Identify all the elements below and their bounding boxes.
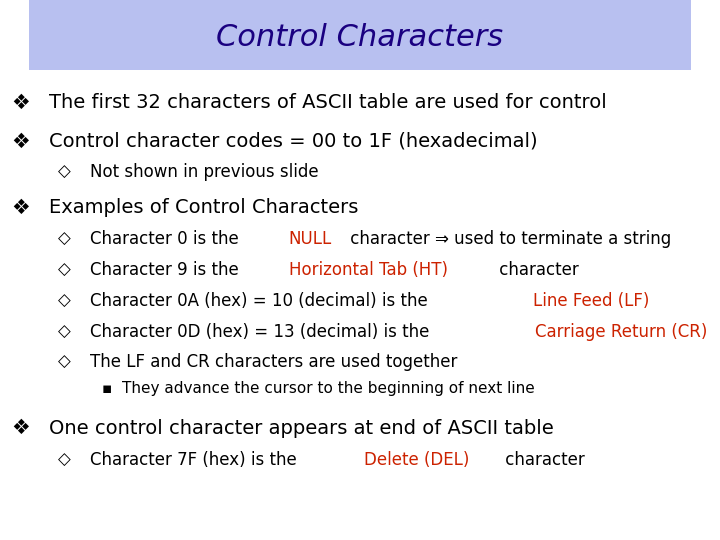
Text: ◇: ◇ [58, 230, 71, 248]
Text: Control Characters: Control Characters [217, 23, 503, 52]
Text: Character 7F (hex) is the: Character 7F (hex) is the [90, 451, 302, 469]
Text: Control character codes = 00 to 1F (hexadecimal): Control character codes = 00 to 1F (hexa… [49, 132, 538, 151]
Text: One control character appears at end of ASCII table: One control character appears at end of … [49, 418, 554, 438]
Text: character: character [500, 451, 584, 469]
Text: Character 9 is the: Character 9 is the [90, 261, 244, 279]
Text: ❖: ❖ [11, 131, 30, 152]
Text: Horizontal Tab (HT): Horizontal Tab (HT) [289, 261, 448, 279]
Text: ❖: ❖ [11, 92, 30, 113]
Text: They advance the cursor to the beginning of next line: They advance the cursor to the beginning… [122, 381, 535, 396]
Text: ◇: ◇ [58, 322, 71, 341]
Text: NULL: NULL [289, 230, 332, 248]
Text: ◇: ◇ [58, 353, 71, 371]
Text: ◇: ◇ [58, 451, 71, 469]
Text: ◇: ◇ [58, 163, 71, 181]
Text: Carriage Return (CR): Carriage Return (CR) [535, 322, 707, 341]
Text: character ⇒ used to terminate a string: character ⇒ used to terminate a string [344, 230, 671, 248]
Text: ◇: ◇ [58, 292, 71, 310]
Text: ◇: ◇ [58, 261, 71, 279]
Text: Delete (DEL): Delete (DEL) [364, 451, 469, 469]
Text: ▪: ▪ [102, 381, 112, 396]
Text: ❖: ❖ [11, 418, 30, 438]
Text: Line Feed (LF): Line Feed (LF) [533, 292, 649, 310]
Text: Examples of Control Characters: Examples of Control Characters [49, 198, 359, 218]
Text: The first 32 characters of ASCII table are used for control: The first 32 characters of ASCII table a… [49, 93, 607, 112]
Text: character: character [494, 261, 579, 279]
Text: The LF and CR characters are used together: The LF and CR characters are used togeth… [90, 353, 457, 371]
Text: Character 0A (hex) = 10 (decimal) is the: Character 0A (hex) = 10 (decimal) is the [90, 292, 433, 310]
Text: Character 0 is the: Character 0 is the [90, 230, 244, 248]
Text: Character 0D (hex) = 13 (decimal) is the: Character 0D (hex) = 13 (decimal) is the [90, 322, 435, 341]
Text: ❖: ❖ [11, 198, 30, 218]
FancyBboxPatch shape [29, 0, 691, 70]
Text: Not shown in previous slide: Not shown in previous slide [90, 163, 319, 181]
